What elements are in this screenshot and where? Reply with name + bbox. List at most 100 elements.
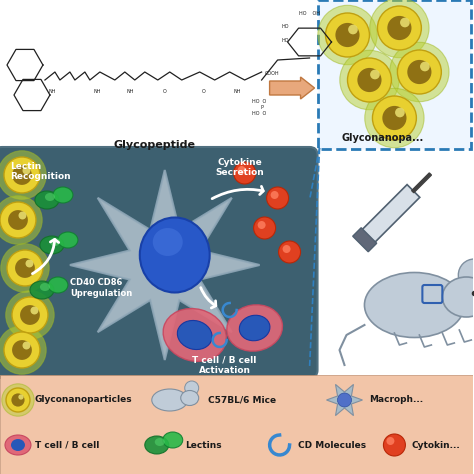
Text: C57BL/6 Mice: C57BL/6 Mice: [208, 395, 276, 404]
Circle shape: [271, 191, 279, 199]
Circle shape: [348, 25, 358, 34]
Circle shape: [4, 332, 40, 368]
Ellipse shape: [11, 439, 25, 451]
Circle shape: [12, 297, 48, 333]
Circle shape: [6, 291, 54, 339]
Text: Glycopeptide: Glycopeptide: [114, 140, 196, 150]
Ellipse shape: [40, 283, 50, 291]
Ellipse shape: [35, 191, 59, 209]
Text: Lectin
Recognition: Lectin Recognition: [10, 162, 71, 182]
Circle shape: [18, 211, 27, 219]
Circle shape: [458, 259, 474, 291]
Ellipse shape: [45, 193, 55, 201]
Circle shape: [254, 217, 275, 239]
FancyBboxPatch shape: [0, 0, 474, 170]
Circle shape: [283, 245, 291, 253]
FancyArrow shape: [270, 77, 315, 99]
Ellipse shape: [140, 218, 210, 292]
Text: CD40 CD86
Upregulation: CD40 CD86 Upregulation: [70, 278, 132, 298]
Ellipse shape: [40, 236, 64, 254]
Ellipse shape: [239, 315, 270, 341]
Circle shape: [347, 58, 392, 102]
Circle shape: [8, 210, 28, 230]
Text: HO: HO: [282, 38, 289, 43]
FancyBboxPatch shape: [0, 147, 318, 378]
Text: Cytokine
Secretion: Cytokine Secretion: [215, 158, 264, 177]
Circle shape: [387, 16, 411, 40]
Circle shape: [365, 88, 424, 148]
Text: O: O: [163, 89, 167, 94]
Circle shape: [400, 18, 410, 27]
Circle shape: [2, 384, 34, 416]
Text: Macroph...: Macroph...: [369, 395, 424, 404]
Text: COOH: COOH: [264, 71, 279, 76]
Ellipse shape: [145, 436, 169, 454]
Ellipse shape: [155, 438, 165, 446]
Ellipse shape: [48, 277, 68, 293]
Text: O: O: [202, 89, 206, 94]
Circle shape: [30, 307, 38, 314]
Ellipse shape: [177, 320, 212, 349]
Circle shape: [390, 42, 449, 102]
Text: NH: NH: [126, 89, 134, 94]
Circle shape: [326, 13, 369, 57]
Text: Lectins: Lectins: [185, 440, 221, 449]
Circle shape: [336, 23, 360, 47]
Circle shape: [22, 342, 30, 349]
Circle shape: [377, 6, 421, 50]
Circle shape: [12, 165, 32, 185]
Circle shape: [4, 157, 40, 193]
Circle shape: [20, 305, 40, 325]
Text: Cytokin...: Cytokin...: [411, 440, 460, 449]
Ellipse shape: [5, 435, 31, 455]
Circle shape: [26, 260, 33, 267]
Circle shape: [0, 202, 36, 238]
Circle shape: [18, 394, 24, 400]
FancyArrow shape: [411, 173, 431, 193]
Circle shape: [397, 50, 441, 94]
Ellipse shape: [163, 309, 226, 362]
Ellipse shape: [50, 238, 60, 246]
Circle shape: [370, 0, 429, 58]
Text: T cell / B cell: T cell / B cell: [35, 440, 100, 449]
Ellipse shape: [442, 277, 474, 317]
Circle shape: [340, 50, 399, 109]
Polygon shape: [327, 384, 363, 416]
Circle shape: [0, 196, 42, 244]
Circle shape: [383, 106, 407, 130]
Circle shape: [357, 68, 382, 92]
Circle shape: [7, 250, 43, 286]
Ellipse shape: [227, 305, 283, 351]
FancyBboxPatch shape: [358, 184, 420, 247]
Text: Glyconanopa...: Glyconanopa...: [341, 133, 424, 143]
Text: HO: HO: [282, 24, 289, 29]
Circle shape: [22, 166, 30, 174]
Circle shape: [257, 221, 265, 229]
Ellipse shape: [153, 228, 183, 256]
Text: NH: NH: [93, 89, 100, 94]
Text: NH: NH: [234, 89, 241, 94]
Circle shape: [266, 187, 289, 209]
Circle shape: [12, 340, 32, 360]
Circle shape: [237, 166, 246, 174]
Text: NH: NH: [48, 89, 55, 94]
Circle shape: [279, 241, 301, 263]
Circle shape: [420, 62, 430, 72]
Circle shape: [6, 388, 30, 412]
Ellipse shape: [181, 391, 199, 405]
Text: HO    OH: HO OH: [299, 11, 320, 16]
Circle shape: [0, 244, 49, 292]
FancyBboxPatch shape: [353, 228, 377, 252]
Circle shape: [407, 60, 431, 84]
Circle shape: [383, 434, 405, 456]
Circle shape: [11, 393, 25, 407]
Ellipse shape: [365, 273, 465, 337]
Circle shape: [185, 381, 199, 395]
Polygon shape: [70, 170, 260, 360]
Ellipse shape: [337, 393, 352, 407]
Circle shape: [234, 162, 255, 184]
Circle shape: [370, 70, 380, 79]
Text: HO  O
    P
HO  O: HO O P HO O: [253, 100, 267, 116]
Circle shape: [15, 258, 35, 278]
Text: T cell / B cell
Activation: T cell / B cell Activation: [192, 356, 257, 375]
